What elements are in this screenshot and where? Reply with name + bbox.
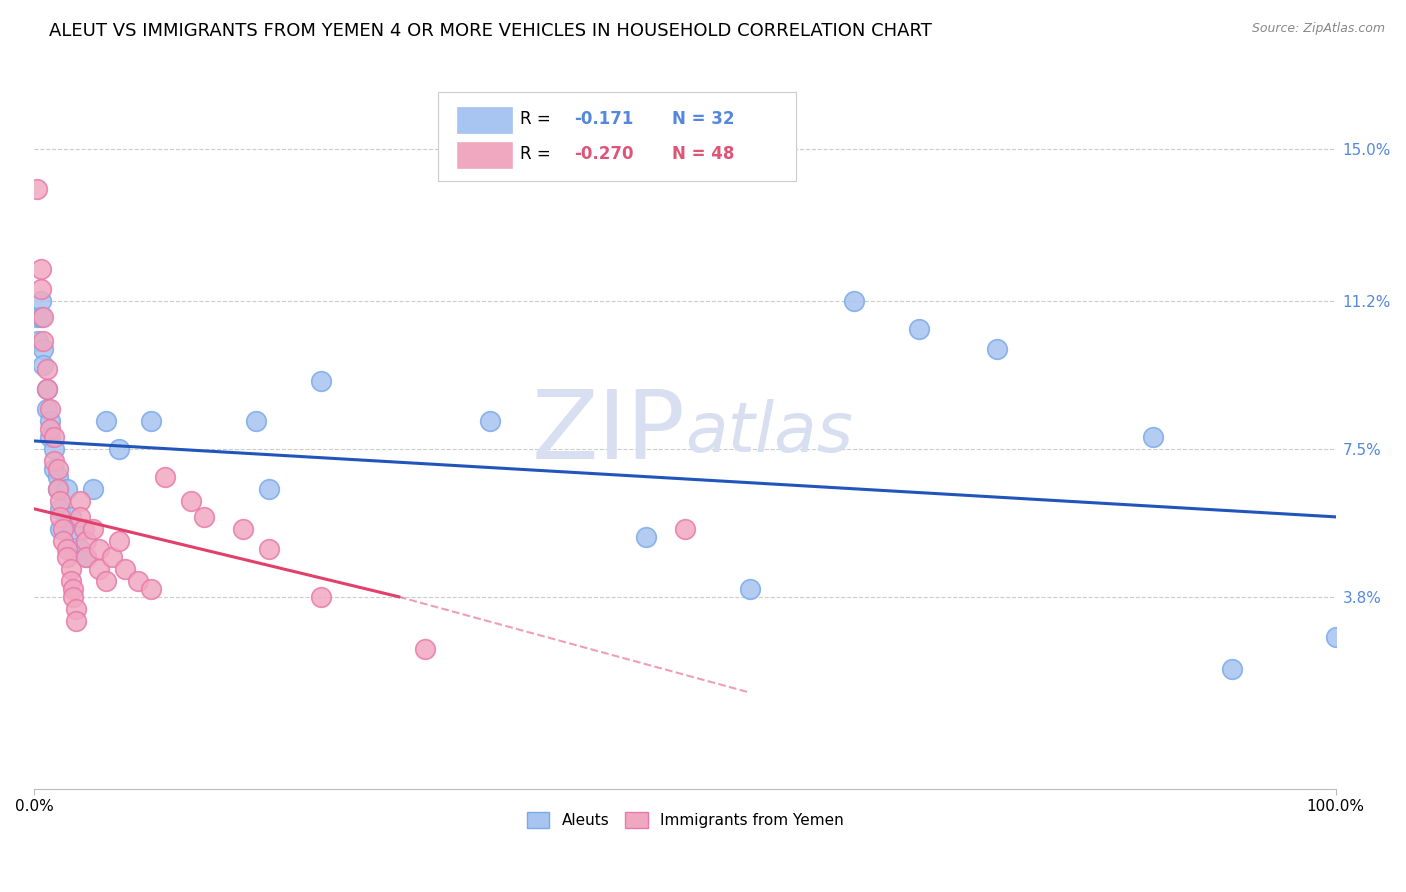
Point xyxy=(30,282,52,296)
Text: N = 32: N = 32 xyxy=(672,110,734,128)
Text: -0.270: -0.270 xyxy=(575,145,634,162)
Point xyxy=(39,430,62,444)
Point xyxy=(30,262,52,277)
Point xyxy=(32,358,55,372)
Point xyxy=(32,342,55,356)
Point xyxy=(232,522,254,536)
Point xyxy=(49,494,72,508)
Point xyxy=(65,614,87,628)
Point xyxy=(634,530,657,544)
Point xyxy=(37,382,59,396)
Point xyxy=(75,549,97,564)
Legend: Aleuts, Immigrants from Yemen: Aleuts, Immigrants from Yemen xyxy=(520,806,849,834)
Point xyxy=(141,414,163,428)
Point xyxy=(59,574,82,588)
Point xyxy=(153,470,176,484)
Point xyxy=(46,470,69,484)
Point xyxy=(82,522,104,536)
Point xyxy=(49,501,72,516)
Point xyxy=(39,402,62,417)
Point xyxy=(1324,630,1347,644)
Point xyxy=(42,462,65,476)
Point xyxy=(245,414,267,428)
Point xyxy=(39,414,62,428)
Point xyxy=(62,590,84,604)
Point xyxy=(69,509,91,524)
Text: ALEUT VS IMMIGRANTS FROM YEMEN 4 OR MORE VEHICLES IN HOUSEHOLD CORRELATION CHART: ALEUT VS IMMIGRANTS FROM YEMEN 4 OR MORE… xyxy=(49,22,932,40)
Point xyxy=(59,562,82,576)
Point xyxy=(127,574,149,588)
Point xyxy=(30,310,52,325)
Text: -0.171: -0.171 xyxy=(575,110,634,128)
Point xyxy=(1142,430,1164,444)
Point xyxy=(75,533,97,548)
Point xyxy=(108,442,131,456)
Point xyxy=(908,322,931,336)
Point xyxy=(37,402,59,417)
Point xyxy=(46,482,69,496)
Point xyxy=(94,574,117,588)
Text: atlas: atlas xyxy=(685,400,853,467)
Point xyxy=(49,522,72,536)
Point xyxy=(62,582,84,596)
Point xyxy=(94,414,117,428)
Point xyxy=(413,641,436,656)
Point xyxy=(986,342,1008,356)
Point xyxy=(56,549,79,564)
Point xyxy=(62,522,84,536)
Point xyxy=(89,562,111,576)
Text: ZIP: ZIP xyxy=(531,386,685,480)
Point xyxy=(25,310,48,325)
Point xyxy=(32,310,55,325)
Point xyxy=(46,482,69,496)
Point xyxy=(69,494,91,508)
Point xyxy=(25,182,48,196)
Point xyxy=(56,482,79,496)
Point xyxy=(42,454,65,468)
Point xyxy=(82,482,104,496)
Point xyxy=(257,541,280,556)
Point xyxy=(59,509,82,524)
Point xyxy=(844,294,866,309)
FancyBboxPatch shape xyxy=(457,142,512,168)
Point xyxy=(478,414,501,428)
Point xyxy=(37,362,59,376)
Text: N = 48: N = 48 xyxy=(672,145,734,162)
Point xyxy=(30,294,52,309)
Point xyxy=(89,541,111,556)
Point xyxy=(69,541,91,556)
Point xyxy=(49,509,72,524)
Point xyxy=(37,382,59,396)
Point xyxy=(52,522,75,536)
Point xyxy=(141,582,163,596)
Point xyxy=(1220,662,1243,676)
FancyBboxPatch shape xyxy=(457,107,512,133)
Point xyxy=(32,334,55,348)
Point xyxy=(42,430,65,444)
Point xyxy=(65,601,87,615)
Point xyxy=(27,334,49,348)
Point xyxy=(673,522,696,536)
Point xyxy=(42,442,65,456)
Point xyxy=(73,522,96,536)
Point xyxy=(101,549,124,564)
Point xyxy=(52,533,75,548)
Point xyxy=(46,462,69,476)
Text: R =: R = xyxy=(520,110,555,128)
Point xyxy=(257,482,280,496)
Point xyxy=(309,590,332,604)
Point xyxy=(108,533,131,548)
Point xyxy=(114,562,136,576)
Point xyxy=(180,494,202,508)
Point xyxy=(56,541,79,556)
Point xyxy=(193,509,215,524)
Point xyxy=(309,374,332,388)
FancyBboxPatch shape xyxy=(437,92,796,180)
Point xyxy=(738,582,761,596)
Point xyxy=(39,422,62,436)
Text: Source: ZipAtlas.com: Source: ZipAtlas.com xyxy=(1251,22,1385,36)
Point xyxy=(75,549,97,564)
Text: R =: R = xyxy=(520,145,555,162)
